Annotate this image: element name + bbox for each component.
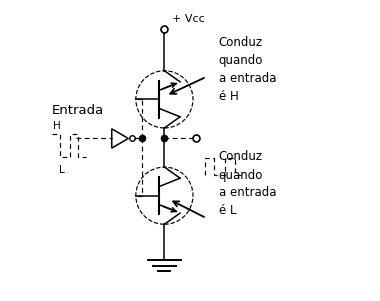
Text: L: L — [59, 165, 65, 175]
Text: Entrada: Entrada — [52, 104, 104, 117]
Text: Conduz
quando
a entrada
é H: Conduz quando a entrada é H — [218, 36, 276, 103]
Text: H: H — [53, 121, 61, 131]
Text: + Vcc: + Vcc — [172, 14, 205, 24]
Text: Conduz
quando
a entrada
é L: Conduz quando a entrada é L — [218, 150, 276, 218]
